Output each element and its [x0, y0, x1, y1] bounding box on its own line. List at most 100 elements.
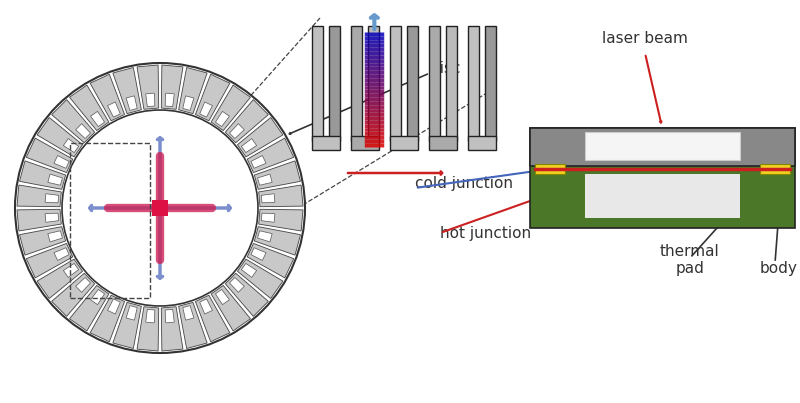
Polygon shape — [107, 102, 120, 117]
Polygon shape — [37, 118, 82, 157]
Text: cold junction: cold junction — [415, 176, 513, 191]
Polygon shape — [63, 139, 78, 153]
Polygon shape — [215, 289, 230, 305]
Polygon shape — [195, 295, 230, 342]
Polygon shape — [262, 213, 275, 222]
Bar — [446, 27, 457, 141]
Polygon shape — [238, 118, 283, 157]
Bar — [429, 135, 457, 150]
Polygon shape — [195, 74, 230, 121]
Polygon shape — [211, 85, 250, 131]
Polygon shape — [146, 310, 155, 323]
Circle shape — [15, 63, 305, 353]
Polygon shape — [211, 285, 250, 331]
Polygon shape — [19, 226, 66, 255]
Polygon shape — [52, 100, 94, 143]
Polygon shape — [90, 111, 105, 127]
Polygon shape — [242, 264, 257, 277]
Polygon shape — [251, 156, 266, 168]
Polygon shape — [17, 185, 62, 207]
Bar — [485, 27, 496, 141]
Polygon shape — [165, 310, 174, 323]
Text: thermal
pad: thermal pad — [660, 243, 720, 276]
Circle shape — [62, 110, 258, 306]
Polygon shape — [137, 65, 158, 109]
Polygon shape — [52, 273, 94, 316]
Polygon shape — [258, 174, 272, 185]
Polygon shape — [226, 273, 268, 316]
Polygon shape — [76, 278, 90, 292]
Polygon shape — [146, 93, 155, 107]
Polygon shape — [162, 65, 183, 109]
Polygon shape — [45, 194, 58, 203]
Polygon shape — [19, 161, 66, 189]
Bar — [351, 27, 362, 141]
Polygon shape — [90, 295, 125, 342]
Bar — [329, 27, 340, 141]
Polygon shape — [258, 231, 272, 242]
Polygon shape — [70, 85, 109, 131]
Polygon shape — [63, 264, 78, 277]
Polygon shape — [258, 185, 303, 207]
Bar — [468, 135, 496, 150]
Polygon shape — [48, 231, 62, 242]
Polygon shape — [254, 161, 301, 189]
Polygon shape — [178, 302, 207, 349]
Bar — [530, 128, 795, 166]
Polygon shape — [182, 305, 194, 320]
Bar — [368, 27, 379, 141]
Polygon shape — [70, 285, 109, 331]
Bar — [312, 135, 340, 150]
Polygon shape — [113, 68, 142, 114]
Polygon shape — [17, 209, 62, 231]
Polygon shape — [45, 213, 58, 222]
Polygon shape — [215, 111, 230, 127]
Polygon shape — [200, 102, 213, 117]
Polygon shape — [247, 138, 294, 172]
Polygon shape — [178, 68, 207, 114]
Polygon shape — [238, 259, 283, 299]
Polygon shape — [251, 248, 266, 260]
Polygon shape — [242, 139, 257, 153]
Text: laser beam: laser beam — [602, 31, 688, 46]
Polygon shape — [247, 243, 294, 278]
Polygon shape — [54, 248, 69, 260]
Polygon shape — [90, 74, 125, 121]
Polygon shape — [162, 307, 183, 351]
Polygon shape — [54, 156, 69, 168]
Polygon shape — [26, 138, 73, 172]
Bar — [760, 164, 790, 174]
Bar — [530, 128, 795, 228]
Polygon shape — [137, 307, 158, 351]
Polygon shape — [254, 226, 301, 255]
Polygon shape — [126, 96, 138, 110]
Bar — [390, 27, 401, 141]
Polygon shape — [90, 289, 105, 305]
Bar — [351, 135, 379, 150]
Bar — [312, 27, 323, 141]
Bar — [429, 27, 440, 141]
Polygon shape — [200, 299, 213, 314]
Bar — [70, 143, 150, 298]
Polygon shape — [26, 243, 73, 278]
Polygon shape — [165, 93, 174, 107]
Text: body: body — [760, 261, 798, 276]
Text: disc: disc — [430, 61, 461, 76]
Polygon shape — [182, 96, 194, 110]
Bar — [585, 174, 740, 218]
Polygon shape — [113, 302, 142, 349]
Polygon shape — [126, 305, 138, 320]
Polygon shape — [48, 174, 62, 185]
Polygon shape — [258, 209, 303, 231]
Polygon shape — [107, 299, 120, 314]
Bar — [407, 27, 418, 141]
Bar — [468, 27, 479, 141]
Polygon shape — [230, 278, 244, 292]
Polygon shape — [226, 100, 268, 143]
Bar — [585, 132, 740, 160]
Bar — [152, 200, 168, 216]
Bar — [390, 135, 418, 150]
Text: hot junction: hot junction — [440, 226, 531, 241]
Polygon shape — [262, 194, 275, 203]
Bar — [535, 164, 565, 174]
